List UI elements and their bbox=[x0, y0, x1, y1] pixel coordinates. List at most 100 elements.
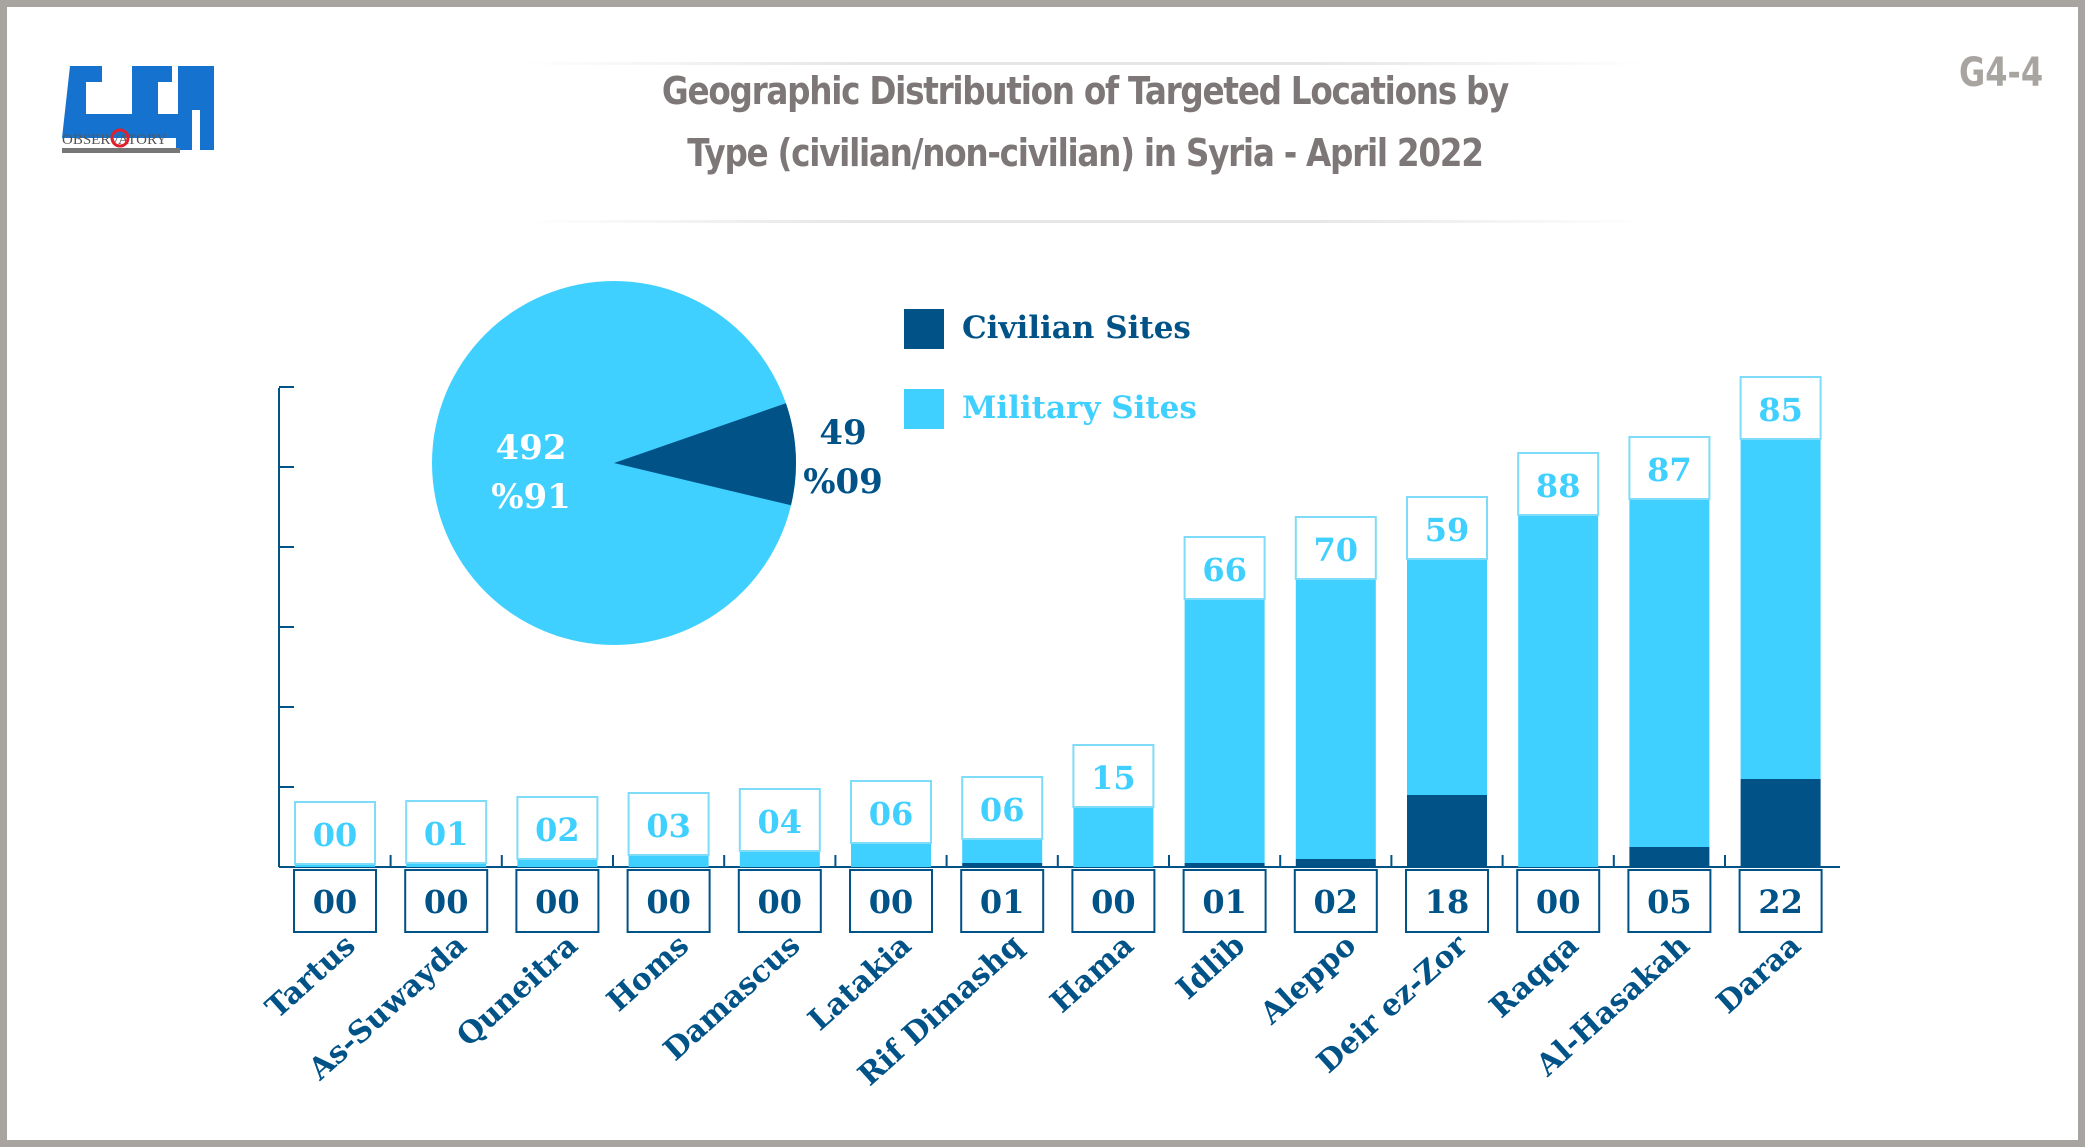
military-value-label: 03 bbox=[646, 807, 691, 845]
category-label: Hama bbox=[1044, 928, 1141, 1020]
military-label-box bbox=[405, 800, 488, 864]
pie-label-military-value: 492 bbox=[496, 428, 567, 468]
military-value-label: 06 bbox=[869, 795, 914, 833]
civilian-label-box bbox=[1293, 869, 1378, 933]
civilian-value-label: 01 bbox=[980, 883, 1025, 921]
military-label-box bbox=[1072, 744, 1155, 808]
legend-label-military: Military Sites bbox=[962, 390, 1197, 426]
figure-code: G4-4 bbox=[1958, 50, 2043, 96]
category-label: Raqqa bbox=[1483, 928, 1586, 1025]
civilian-label-box bbox=[1182, 869, 1267, 933]
category-label: Homs bbox=[600, 928, 696, 1019]
civilian-label-box bbox=[1738, 869, 1823, 933]
civilian-label-box bbox=[404, 869, 489, 933]
military-value-label: 59 bbox=[1425, 511, 1470, 549]
bar-civilian-Idlib bbox=[1184, 863, 1265, 867]
military-value-label: 00 bbox=[313, 816, 358, 854]
civilian-label-box bbox=[1516, 869, 1601, 933]
bar-military-Daraa bbox=[1740, 439, 1821, 779]
bar-military-Damascus bbox=[739, 851, 820, 867]
military-value-label: 02 bbox=[535, 811, 580, 849]
civilian-value-label: 00 bbox=[424, 883, 469, 921]
military-label-box bbox=[1406, 496, 1488, 560]
observatory-logo: OBSERVATORY bbox=[62, 66, 254, 153]
pie-label-civilian-percent: %09 bbox=[803, 462, 883, 502]
civilian-value-label: 01 bbox=[1202, 883, 1247, 921]
bar-civilian-Rif Dimashq bbox=[962, 863, 1043, 867]
category-label: Quneitra bbox=[450, 928, 584, 1054]
title-divider-bottom bbox=[520, 220, 1650, 223]
civilian-label-box bbox=[737, 869, 822, 933]
bar-civilian-Al-Hasakah bbox=[1629, 847, 1710, 867]
bar-military-Homs bbox=[628, 855, 709, 867]
civilian-label-box bbox=[515, 869, 600, 933]
civilian-value-label: 00 bbox=[313, 883, 358, 921]
military-label-box bbox=[738, 788, 821, 852]
bar-military-Idlib bbox=[1184, 599, 1265, 863]
civilian-value-label: 00 bbox=[1536, 883, 1581, 921]
bar-military-Aleppo bbox=[1295, 579, 1376, 859]
civilian-value-label: 00 bbox=[758, 883, 803, 921]
military-label-box bbox=[1628, 436, 1711, 500]
military-value-label: 85 bbox=[1758, 391, 1803, 429]
civilian-value-label: 00 bbox=[1091, 883, 1136, 921]
chart-title: Geographic Distribution of Targeted Loca… bbox=[565, 60, 1606, 184]
military-label-box bbox=[961, 776, 1044, 840]
civilian-label-box bbox=[1071, 869, 1156, 933]
bar-military-As-Suwayda bbox=[406, 863, 487, 867]
pie-label-civilian-value: 49 bbox=[819, 413, 866, 453]
military-value-label: 15 bbox=[1091, 759, 1136, 797]
civilian-label-box bbox=[1405, 869, 1489, 933]
bar-military-Quneitra bbox=[517, 859, 598, 867]
civilian-value-label: 02 bbox=[1314, 883, 1359, 921]
civilian-value-label: 22 bbox=[1758, 883, 1803, 921]
pie-label-military-percent: %91 bbox=[491, 477, 571, 517]
bar-civilian-Daraa bbox=[1740, 779, 1821, 867]
military-value-label: 66 bbox=[1202, 551, 1247, 589]
category-label: Aleppo bbox=[1253, 928, 1363, 1032]
category-label: Tartus bbox=[259, 928, 362, 1026]
bar-military-Latakia bbox=[851, 843, 931, 867]
military-value-label: 87 bbox=[1647, 451, 1692, 489]
title-divider-top bbox=[520, 62, 1650, 65]
pie-slice-civilian bbox=[614, 403, 796, 506]
military-label-box bbox=[1183, 536, 1266, 600]
civilian-label-box bbox=[626, 869, 711, 933]
bar-military-Rif Dimashq bbox=[962, 839, 1043, 863]
bar-military-Tartus bbox=[295, 864, 375, 867]
legend-swatch-military bbox=[904, 389, 944, 429]
title-line-2: Type (civilian/non-civilian) in Syria - … bbox=[687, 131, 1484, 175]
title-line-1: Geographic Distribution of Targeted Loca… bbox=[661, 69, 1509, 113]
military-label-box bbox=[516, 796, 599, 860]
military-label-box bbox=[627, 792, 710, 856]
bar-military-Deir ez-Zor bbox=[1407, 559, 1487, 795]
civilian-label-box bbox=[1627, 869, 1712, 933]
civilian-value-label: 00 bbox=[869, 883, 914, 921]
military-label-box bbox=[294, 801, 376, 865]
civilian-value-label: 00 bbox=[535, 883, 580, 921]
military-label-box bbox=[1739, 376, 1822, 440]
military-value-label: 88 bbox=[1536, 467, 1581, 505]
military-value-label: 70 bbox=[1314, 531, 1359, 569]
military-label-box bbox=[1294, 516, 1377, 580]
legend-swatch-civilian bbox=[904, 309, 944, 349]
civilian-value-label: 00 bbox=[646, 883, 691, 921]
logo-text: OBSERVATORY bbox=[62, 132, 167, 148]
bar-military-Al-Hasakah bbox=[1629, 499, 1710, 847]
civilian-value-label: 18 bbox=[1425, 883, 1470, 921]
military-value-label: 01 bbox=[424, 815, 469, 853]
bar-civilian-Aleppo bbox=[1295, 859, 1376, 867]
military-label-box bbox=[850, 780, 932, 844]
category-label: Latakia bbox=[802, 928, 919, 1038]
bar-civilian-Deir ez-Zor bbox=[1407, 795, 1487, 867]
legend-label-civilian: Civilian Sites bbox=[962, 310, 1191, 346]
civilian-value-label: 05 bbox=[1647, 883, 1692, 921]
bar-military-Hama bbox=[1073, 807, 1154, 867]
military-label-box bbox=[1517, 452, 1600, 516]
military-value-label: 06 bbox=[980, 791, 1025, 829]
civilian-label-box bbox=[849, 869, 933, 933]
civilian-label-box bbox=[293, 869, 377, 933]
category-label: Daraa bbox=[1710, 928, 1808, 1021]
